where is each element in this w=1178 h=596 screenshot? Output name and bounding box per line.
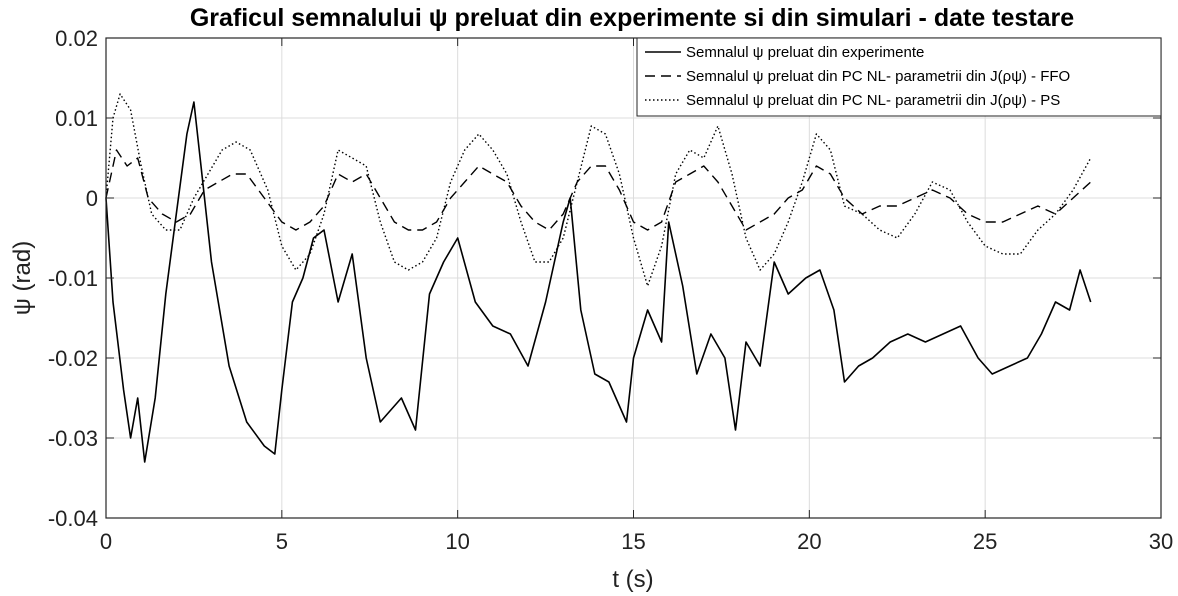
legend-label-3: Semnalul ψ preluat din PC NL- parametrii…	[686, 92, 1060, 109]
x-tick-label: 30	[1149, 529, 1173, 554]
series-line-3	[105, 93, 1092, 287]
y-axis-label: ψ (rad)	[9, 241, 36, 315]
y-tick-label: -0.01	[48, 266, 98, 291]
y-tick-label: -0.04	[48, 506, 98, 531]
y-tick-label: -0.03	[48, 426, 98, 451]
y-tick-label: -0.02	[48, 346, 98, 371]
series-layer	[105, 93, 1092, 463]
x-tick-label: 10	[445, 529, 469, 554]
legend-label-1: Semnalul ψ preluat din experimente	[686, 44, 924, 61]
x-tick-label: 0	[100, 529, 112, 554]
y-tick-label: 0	[86, 186, 98, 211]
y-tick-label: 0.02	[55, 26, 98, 51]
ticks: 0 5 10 15 20 25 30 0.02 0.01 0 -0.01 -0.02 -0.03 -0.0…	[48, 26, 1173, 554]
chart-title: Graficul semnalului ψ preluat din experi…	[190, 4, 1074, 32]
legend: Semnalul ψ preluat din experimente Semnal…	[636, 37, 1162, 117]
x-axis-label: t (s)	[612, 566, 653, 593]
x-tick-label: 15	[621, 529, 645, 554]
legend-label-2: Semnalul ψ preluat din PC NL- parametrii…	[686, 68, 1070, 85]
x-tick-label: 25	[973, 529, 997, 554]
legend-box	[636, 37, 1162, 117]
x-tick-label: 20	[797, 529, 821, 554]
series-line-1	[105, 101, 1092, 463]
x-tick-label: 5	[276, 529, 288, 554]
y-tick-label: 0.01	[55, 106, 98, 131]
series-line-2	[105, 149, 1092, 231]
